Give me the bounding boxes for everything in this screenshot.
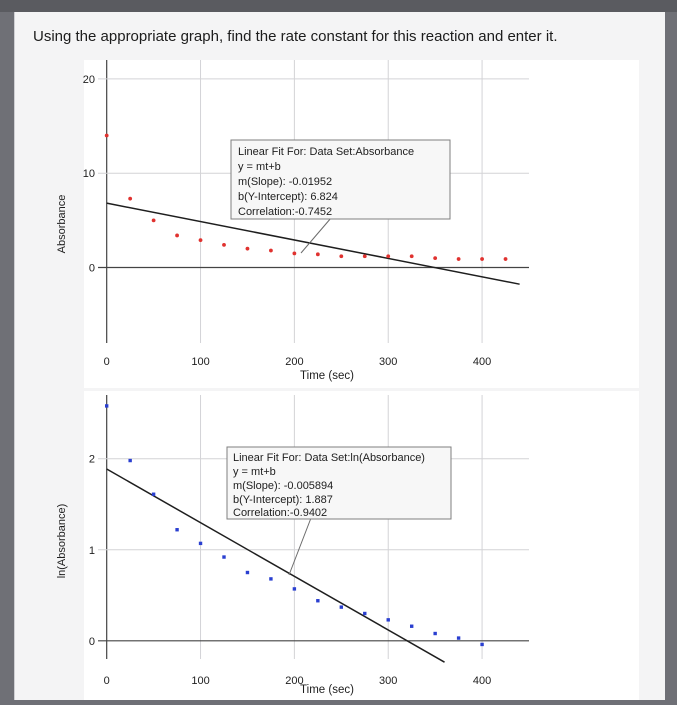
y-tick-label: 2 [89, 454, 95, 466]
data-point [104, 133, 109, 138]
question-panel: Using the appropriate graph, find the ra… [14, 12, 665, 700]
fit-box-correlation: Correlation:-0.7452 [238, 206, 332, 218]
data-point [292, 251, 297, 256]
x-tick-label: 400 [473, 356, 491, 368]
data-point [104, 404, 109, 408]
data-point [386, 618, 390, 622]
data-point [292, 587, 297, 591]
fit-box-equation: y = mt+b [238, 161, 281, 173]
fit-box-title: Linear Fit For: Data Set:ln(Absorbance) [233, 452, 425, 464]
fit-box-frame [230, 139, 451, 220]
leader-line [288, 517, 312, 576]
data-point [363, 611, 367, 616]
data-point [386, 254, 391, 259]
y-axis-label: Absorbance [56, 195, 68, 254]
data-point [269, 577, 273, 581]
fit-box-intercept: b(Y-Intercept): 6.824 [238, 191, 338, 203]
data-point [315, 252, 320, 257]
leader-line [300, 217, 332, 254]
fit-box-intercept: b(Y-Intercept): 1.887 [233, 494, 333, 506]
linear-fit-line [106, 468, 445, 663]
ln-absorbance-graph-pane[interactable]: 0 100 200 300 400 0 1 2 ln(Absorbance) Time (se… [49, 391, 639, 700]
x-axis-label: Time (sec) [300, 370, 354, 382]
y-tick-label: 10 [83, 168, 95, 180]
x-tick-label: 200 [285, 675, 303, 687]
data-point [245, 570, 250, 575]
fit-box-slope: m(Slope): -0.005894 [233, 480, 333, 492]
data-point [362, 254, 367, 259]
data-point [198, 541, 203, 546]
data-point [151, 492, 156, 496]
data-point [456, 257, 461, 261]
absorbance-graph-pane[interactable]: 0 100 200 300 400 0 10 20 Absorbance Time (sec)… [49, 60, 639, 388]
x-tick-label: 400 [473, 675, 491, 687]
ln-absorbance-plot: 0 100 200 300 400 0 1 2 ln(Absorbance) Time (se… [56, 391, 639, 700]
question-text: Using the appropriate graph, find the ra… [33, 28, 558, 45]
data-point [433, 256, 438, 260]
data-point [409, 254, 414, 259]
linear-fit-line [106, 202, 520, 285]
fit-box-equation: y = mt+b [233, 466, 276, 478]
absorbance-plot: 0 100 200 300 400 0 10 20 Absorbance Time (sec)… [56, 60, 639, 388]
data-point [175, 233, 179, 238]
fit-box-slope: m(Slope): -0.01952 [238, 176, 332, 188]
fit-box-correlation: Correlation:-0.9402 [233, 507, 327, 519]
y-axis-label: ln(Absorbance) [56, 504, 68, 579]
data-point [503, 257, 508, 261]
x-tick-label: 0 [104, 675, 110, 687]
y-tick-label: 1 [89, 545, 95, 557]
x-axis-label: Time (sec) [300, 684, 354, 696]
x-tick-label: 100 [191, 356, 209, 368]
x-tick-label: 200 [285, 356, 303, 368]
data-point [222, 242, 226, 247]
x-tick-label: 300 [379, 356, 397, 368]
data-point [339, 605, 344, 609]
data-point [433, 631, 437, 636]
data-point [198, 238, 203, 243]
data-point [245, 246, 250, 251]
x-tick-label: 100 [191, 675, 209, 687]
data-point [222, 555, 226, 559]
fit-box-frame [226, 446, 452, 520]
x-tick-label: 300 [379, 675, 397, 687]
y-tick-label: 20 [83, 74, 95, 86]
y-tick-label: 0 [89, 263, 95, 275]
data-point [409, 624, 414, 628]
data-point [151, 218, 156, 223]
top-dark-strip [0, 0, 677, 12]
data-point [456, 636, 461, 640]
y-tick-label: 0 [89, 636, 95, 648]
x-tick-label: 0 [104, 356, 110, 368]
data-point [480, 642, 484, 647]
data-point [175, 528, 179, 532]
data-point [339, 254, 344, 259]
data-point [269, 248, 273, 253]
data-point [316, 599, 320, 603]
data-point [128, 458, 132, 463]
linear-fit-box[interactable]: Linear Fit For: Data Set:Absorbance y = … [230, 139, 451, 254]
data-point [480, 257, 484, 261]
data-point [128, 196, 133, 201]
linear-fit-box[interactable]: Linear Fit For: Data Set:ln(Absorbance) … [226, 446, 452, 576]
plot-area [84, 391, 639, 700]
fit-box-title: Linear Fit For: Data Set:Absorbance [238, 146, 414, 158]
plot-area [84, 60, 639, 388]
